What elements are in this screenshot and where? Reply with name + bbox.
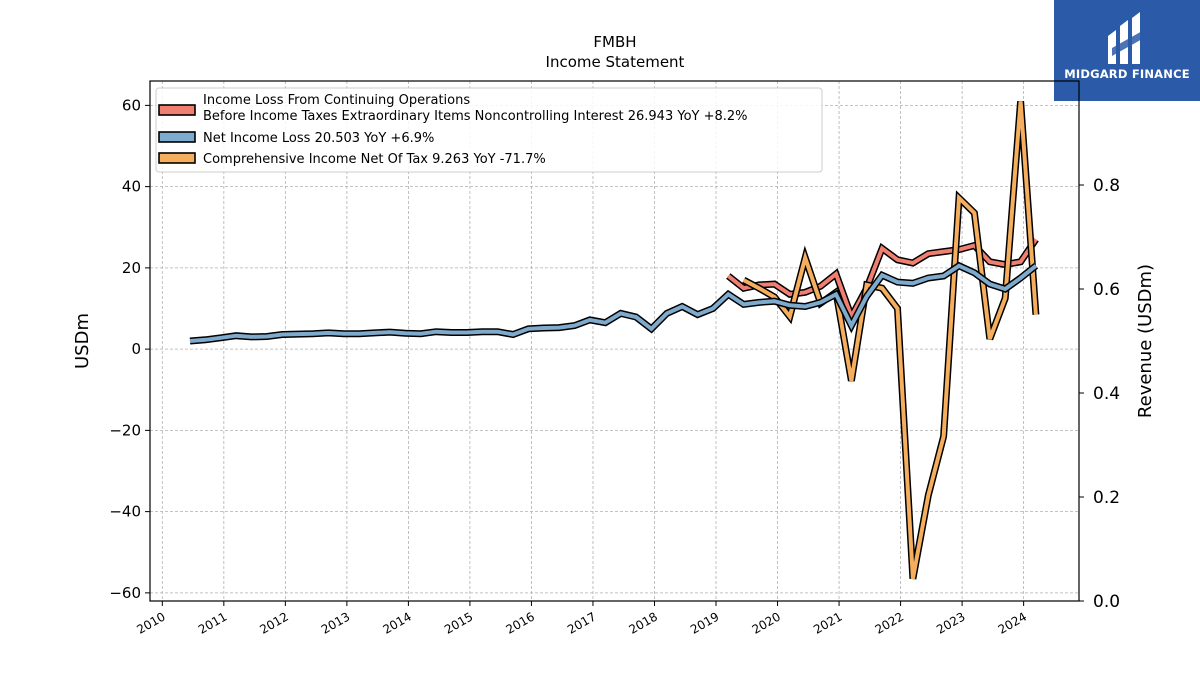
chart-title: FMBH [593,33,636,51]
legend-box [155,87,823,173]
y-axis-label: USDm [72,313,93,369]
series-line-net-income [189,263,1038,343]
x-tick-label: 2017 [565,609,598,636]
series-layer [189,101,1040,580]
x-tick-label: 2011 [196,609,229,636]
x-tick-label: 2014 [380,609,413,636]
legend-label: Net Income Loss 20.503 YoY +6.9% [203,131,434,146]
y-tick-label: 40 [122,178,141,196]
x-tick-label: 2021 [811,609,844,636]
x-tick-label: 2013 [319,609,352,636]
series-line-net-income-outline [189,261,1039,345]
series-line-income-before-taxes [727,238,1038,322]
y-right-tick-label: 0.6 [1093,280,1120,300]
y-right-tick-label: 0.8 [1093,176,1120,196]
series-line-comprehensive-income-outline [742,101,1040,580]
y-tick-label: −40 [109,503,141,521]
x-tick-label: 2023 [934,609,967,636]
y-right-tick-label: 0.2 [1093,488,1120,508]
legend-swatch [158,104,196,116]
x-tick-label: 2022 [873,609,906,636]
legend-swatch [158,152,196,164]
y-axis-right-label: Revenue (USDm) [1135,264,1156,418]
legend-swatch [158,131,196,143]
midgard-logo-icon [1108,12,1144,64]
x-tick-label: 2019 [688,609,721,636]
x-tick-label: 2012 [257,609,290,636]
y-tick-label: 20 [122,259,141,277]
y-right-tick-label: 0.4 [1093,384,1120,404]
legend-label: Income Loss From Continuing Operations [203,93,470,108]
legend-entry-net-income: Net Income Loss 20.503 YoY +6.9% [158,131,434,146]
x-tick-label: 2020 [750,609,783,636]
legend-entry-comprehensive-income: Comprehensive Income Net Of Tax 9.263 Yo… [158,152,546,167]
legend-entry-income-before-taxes: Income Loss From Continuing OperationsBe… [158,93,748,124]
legend: Income Loss From Continuing OperationsBe… [155,87,823,173]
x-tick-label: 2015 [442,609,475,636]
y-tick-label: 60 [122,96,141,114]
brand-name: MIDGARD FINANCE [1064,67,1190,81]
y-tick-label: 0 [131,340,141,358]
x-tick-label: 2018 [627,609,660,636]
axes: 2010 2011 2012 2013 2014 2015 2016 2017 2018 2019… [109,96,1120,636]
x-tick-label: 2010 [134,609,167,636]
x-tick-label: 2016 [503,609,536,636]
y-tick-label: −20 [109,421,141,439]
x-tick-label: 2024 [996,609,1029,636]
y-right-tick-label: 0.0 [1093,592,1120,612]
y-tick-label: −60 [109,584,141,602]
chart-subtitle: Income Statement [546,53,685,71]
legend-label: Before Income Taxes Extraordinary Items … [203,109,748,124]
brand-logo: MIDGARD FINANCE [1054,0,1200,101]
plot-frame [149,80,1080,602]
legend-label: Comprehensive Income Net Of Tax 9.263 Yo… [203,152,546,167]
